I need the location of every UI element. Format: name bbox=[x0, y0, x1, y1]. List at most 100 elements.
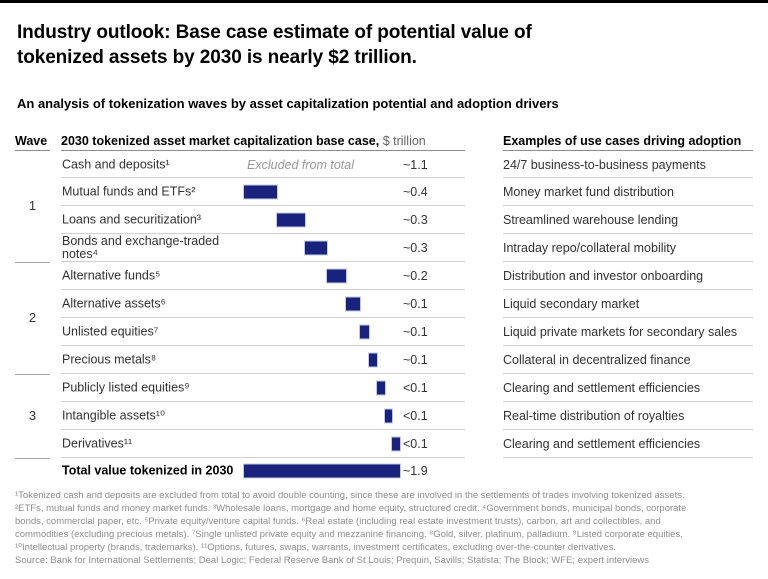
row-separator bbox=[61, 233, 465, 234]
row-separator bbox=[61, 317, 465, 318]
table-row-total: Total value tokenized in 2030 ~1.9 bbox=[0, 458, 768, 484]
waterfall-bar bbox=[359, 325, 369, 339]
waterfall-bar bbox=[276, 213, 305, 227]
row-separator bbox=[503, 289, 753, 290]
waterfall-bar bbox=[392, 437, 400, 451]
asset-label: Bonds and exchange-traded notes⁴ bbox=[62, 234, 220, 261]
waterfall-bar bbox=[345, 297, 360, 311]
wave-2-label: 2 bbox=[28, 310, 37, 325]
asset-label: Publicly listed equities⁹ bbox=[62, 380, 190, 395]
row-separator bbox=[61, 457, 465, 458]
use-case-label: Liquid secondary market bbox=[503, 297, 640, 311]
asset-label: Intangible assets¹⁰ bbox=[62, 408, 165, 423]
row-separator bbox=[61, 401, 465, 402]
use-case-label: Clearing and settlement efficiencies bbox=[503, 437, 701, 451]
wave-3-label: 3 bbox=[28, 408, 37, 423]
top-rule bbox=[0, 0, 768, 3]
table-row-mutual-funds: Mutual funds and ETFs² ~0.4 Money market… bbox=[0, 178, 768, 206]
asset-label: Cash and deposits¹ bbox=[62, 157, 170, 171]
page-title-line1: Industry outlook: Base case estimate of … bbox=[17, 22, 532, 43]
row-separator bbox=[503, 457, 753, 458]
waterfall-bar bbox=[326, 269, 346, 283]
row-separator bbox=[503, 401, 753, 402]
column-header-market-cap-bold: 2030 tokenized asset market capitalizati… bbox=[61, 134, 380, 148]
row-separator bbox=[61, 345, 465, 346]
asset-label: Mutual funds and ETFs² bbox=[62, 184, 196, 199]
row-separator bbox=[61, 289, 465, 290]
header-underline-wave bbox=[15, 150, 50, 151]
column-header-market-cap: 2030 tokenized asset market capitalizati… bbox=[61, 134, 491, 148]
table-row-alternative-funds: Alternative funds⁵ ~0.2 Distribution and… bbox=[0, 262, 768, 290]
asset-label: Alternative assets⁶ bbox=[62, 296, 166, 311]
asset-label: Unlisted equities⁷ bbox=[62, 324, 159, 339]
row-separator bbox=[61, 205, 465, 206]
value-label: ~1.1 bbox=[403, 157, 428, 172]
value-label: ~0.1 bbox=[403, 297, 428, 311]
use-case-label: Liquid private markets for secondary sal… bbox=[503, 325, 738, 339]
page-subtitle: An analysis of tokenization waves by ass… bbox=[17, 96, 559, 111]
footnote-line: Source: Bank for International Settlemen… bbox=[15, 555, 649, 566]
waterfall-bar bbox=[368, 353, 377, 367]
footnote-line: commodities (excluding precious metals).… bbox=[15, 529, 683, 540]
use-case-label: Real-time distribution of royalties bbox=[503, 409, 685, 423]
table-row-precious-metals: Precious metals⁸ ~0.1 Collateral in dece… bbox=[0, 346, 768, 374]
value-label: ~0.2 bbox=[403, 269, 428, 283]
row-separator bbox=[503, 261, 753, 262]
footnote-line: ¹Tokenized cash and deposits are exclude… bbox=[15, 490, 685, 501]
footnote-line: ¹⁰Intellectual property (brands, tradema… bbox=[15, 542, 616, 553]
wave-separator bbox=[15, 262, 50, 263]
table-row-derivatives: Derivatives¹¹ <0.1 Clearing and settleme… bbox=[0, 430, 768, 458]
table-row-loans: Loans and securitization³ ~0.3 Streamlin… bbox=[0, 206, 768, 234]
footnote-line: bonds, commercial paper, etc. ⁵Private e… bbox=[15, 516, 661, 527]
use-case-label: Distribution and investor onboarding bbox=[503, 269, 704, 283]
footnote-line: ²ETFs, mutual funds and money market fun… bbox=[15, 503, 687, 514]
asset-label: Derivatives¹¹ bbox=[62, 436, 133, 451]
row-separator bbox=[503, 177, 753, 178]
waterfall-bar bbox=[304, 241, 327, 255]
row-separator bbox=[61, 429, 465, 430]
row-separator bbox=[503, 317, 753, 318]
value-label: <0.1 bbox=[403, 409, 428, 423]
value-label: ~0.1 bbox=[403, 325, 428, 339]
wave-1-label: 1 bbox=[28, 198, 37, 213]
table-row-public-equities: Publicly listed equities⁹ <0.1 Clearing … bbox=[0, 374, 768, 402]
asset-label: Precious metals⁸ bbox=[62, 352, 157, 367]
value-label: ~0.3 bbox=[403, 241, 428, 255]
table-row-bonds: Bonds and exchange-traded notes⁴ ~0.3 In… bbox=[0, 234, 768, 262]
total-label: Total value tokenized in 2030 bbox=[62, 463, 234, 478]
row-separator bbox=[61, 261, 465, 262]
column-header-use-cases: Examples of use cases driving adoption bbox=[503, 134, 742, 148]
page-title-line2: tokenized assets by 2030 is nearly $2 tr… bbox=[17, 47, 417, 68]
wave-separator bbox=[15, 458, 50, 459]
header-underline-right bbox=[503, 150, 753, 151]
asset-label: Alternative funds⁵ bbox=[62, 268, 161, 283]
use-case-label: Money market fund distribution bbox=[503, 185, 674, 199]
use-case-label: Clearing and settlement efficiencies bbox=[503, 381, 701, 395]
value-label: ~0.3 bbox=[403, 213, 428, 227]
row-separator bbox=[503, 345, 753, 346]
row-separator bbox=[503, 205, 753, 206]
header-underline-main bbox=[61, 150, 465, 151]
waterfall-bar bbox=[244, 185, 277, 199]
column-header-wave: Wave bbox=[15, 134, 48, 148]
row-separator bbox=[61, 177, 465, 178]
footnotes: ¹Tokenized cash and deposits are exclude… bbox=[15, 489, 763, 567]
row-separator bbox=[61, 373, 465, 374]
wave-separator bbox=[15, 374, 50, 375]
excluded-note: Excluded from total bbox=[247, 157, 354, 172]
value-label: ~0.4 bbox=[403, 185, 428, 199]
row-separator bbox=[503, 233, 753, 234]
use-case-label: Streamlined warehouse lending bbox=[503, 213, 679, 227]
table-row-cash-deposits: Cash and deposits¹ Excluded from total ~… bbox=[0, 151, 768, 178]
asset-label: Loans and securitization³ bbox=[62, 212, 201, 227]
use-case-label: Intraday repo/collateral mobility bbox=[503, 241, 676, 255]
table-row-alternative-assets: Alternative assets⁶ ~0.1 Liquid secondar… bbox=[0, 290, 768, 318]
value-label: ~0.1 bbox=[403, 353, 428, 367]
total-bar bbox=[244, 464, 400, 478]
total-value-label: ~1.9 bbox=[403, 464, 428, 478]
table-row-unlisted-equities: Unlisted equities⁷ ~0.1 Liquid private m… bbox=[0, 318, 768, 346]
value-label: <0.1 bbox=[403, 437, 428, 451]
column-header-unit: $ trillion bbox=[379, 134, 426, 148]
value-label: <0.1 bbox=[403, 381, 428, 395]
